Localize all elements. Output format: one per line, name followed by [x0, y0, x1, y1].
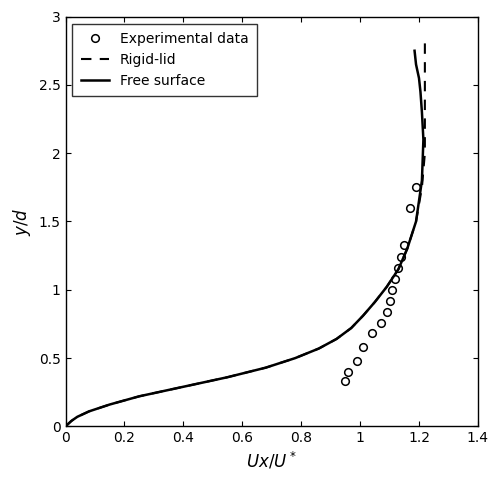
Free surface — [106, 402, 112, 408]
Free surface — [348, 325, 354, 331]
Free surface — [86, 409, 92, 414]
Experimental data — [402, 242, 407, 248]
Rigid-lid — [74, 414, 80, 420]
Free surface — [384, 284, 390, 290]
Line: Experimental data: Experimental data — [342, 184, 420, 385]
Rigid-lid — [224, 374, 230, 380]
Free surface — [360, 313, 366, 319]
Free surface — [66, 421, 71, 426]
Rigid-lid — [334, 336, 340, 342]
Experimental data — [390, 287, 396, 293]
Experimental data — [354, 358, 360, 364]
Free surface — [136, 394, 142, 399]
Free surface — [180, 384, 186, 390]
Rigid-lid — [422, 61, 428, 67]
Free surface — [413, 61, 419, 67]
Rigid-lid — [292, 355, 298, 361]
Free surface — [419, 178, 425, 184]
Free surface — [413, 219, 419, 225]
Experimental data — [413, 185, 419, 190]
Rigid-lid — [263, 365, 269, 370]
Rigid-lid — [422, 123, 428, 129]
Experimental data — [378, 320, 384, 326]
Free surface — [412, 48, 418, 54]
Experimental data — [360, 344, 366, 350]
Rigid-lid — [66, 421, 71, 426]
Rigid-lid — [422, 75, 428, 81]
Rigid-lid — [68, 418, 74, 424]
Experimental data — [369, 330, 375, 336]
Experimental data — [386, 298, 392, 304]
Free surface — [404, 246, 410, 252]
Rigid-lid — [348, 325, 354, 331]
Rigid-lid — [419, 185, 425, 190]
Experimental data — [342, 378, 348, 384]
Rigid-lid — [384, 284, 390, 290]
X-axis label: $Ux/U^*$: $Ux/U^*$ — [246, 451, 297, 472]
Experimental data — [407, 205, 413, 211]
Free surface — [396, 267, 402, 272]
Experimental data — [384, 309, 390, 314]
Rigid-lid — [136, 394, 142, 399]
Rigid-lid — [360, 313, 366, 319]
Rigid-lid — [316, 346, 322, 352]
Free surface — [263, 365, 269, 370]
Rigid-lid — [180, 384, 186, 390]
Experimental data — [396, 265, 402, 271]
Rigid-lid — [422, 96, 428, 101]
Rigid-lid — [62, 424, 68, 429]
Free surface — [372, 299, 378, 305]
Y-axis label: $y/d$: $y/d$ — [11, 207, 33, 236]
Free surface — [416, 75, 422, 81]
Legend: Experimental data, Rigid-lid, Free surface: Experimental data, Rigid-lid, Free surfa… — [72, 24, 257, 96]
Rigid-lid — [396, 267, 402, 272]
Free surface — [419, 109, 425, 115]
Rigid-lid — [422, 150, 428, 156]
Free surface — [418, 89, 424, 95]
Experimental data — [392, 276, 398, 282]
Free surface — [74, 414, 80, 420]
Rigid-lid — [422, 48, 428, 54]
Free surface — [224, 374, 230, 380]
Rigid-lid — [404, 246, 410, 252]
Free surface — [292, 355, 298, 361]
Free surface — [68, 418, 74, 424]
Rigid-lid — [372, 299, 378, 305]
Rigid-lid — [106, 402, 112, 408]
Rigid-lid — [422, 34, 428, 40]
Free surface — [334, 336, 340, 342]
Free surface — [62, 424, 68, 429]
Free surface — [420, 137, 426, 142]
Free surface — [316, 346, 322, 352]
Rigid-lid — [86, 409, 92, 414]
Line: Free surface: Free surface — [66, 51, 424, 426]
Experimental data — [346, 369, 352, 375]
Experimental data — [398, 254, 404, 260]
Line: Rigid-lid: Rigid-lid — [66, 37, 425, 426]
Rigid-lid — [413, 219, 419, 225]
